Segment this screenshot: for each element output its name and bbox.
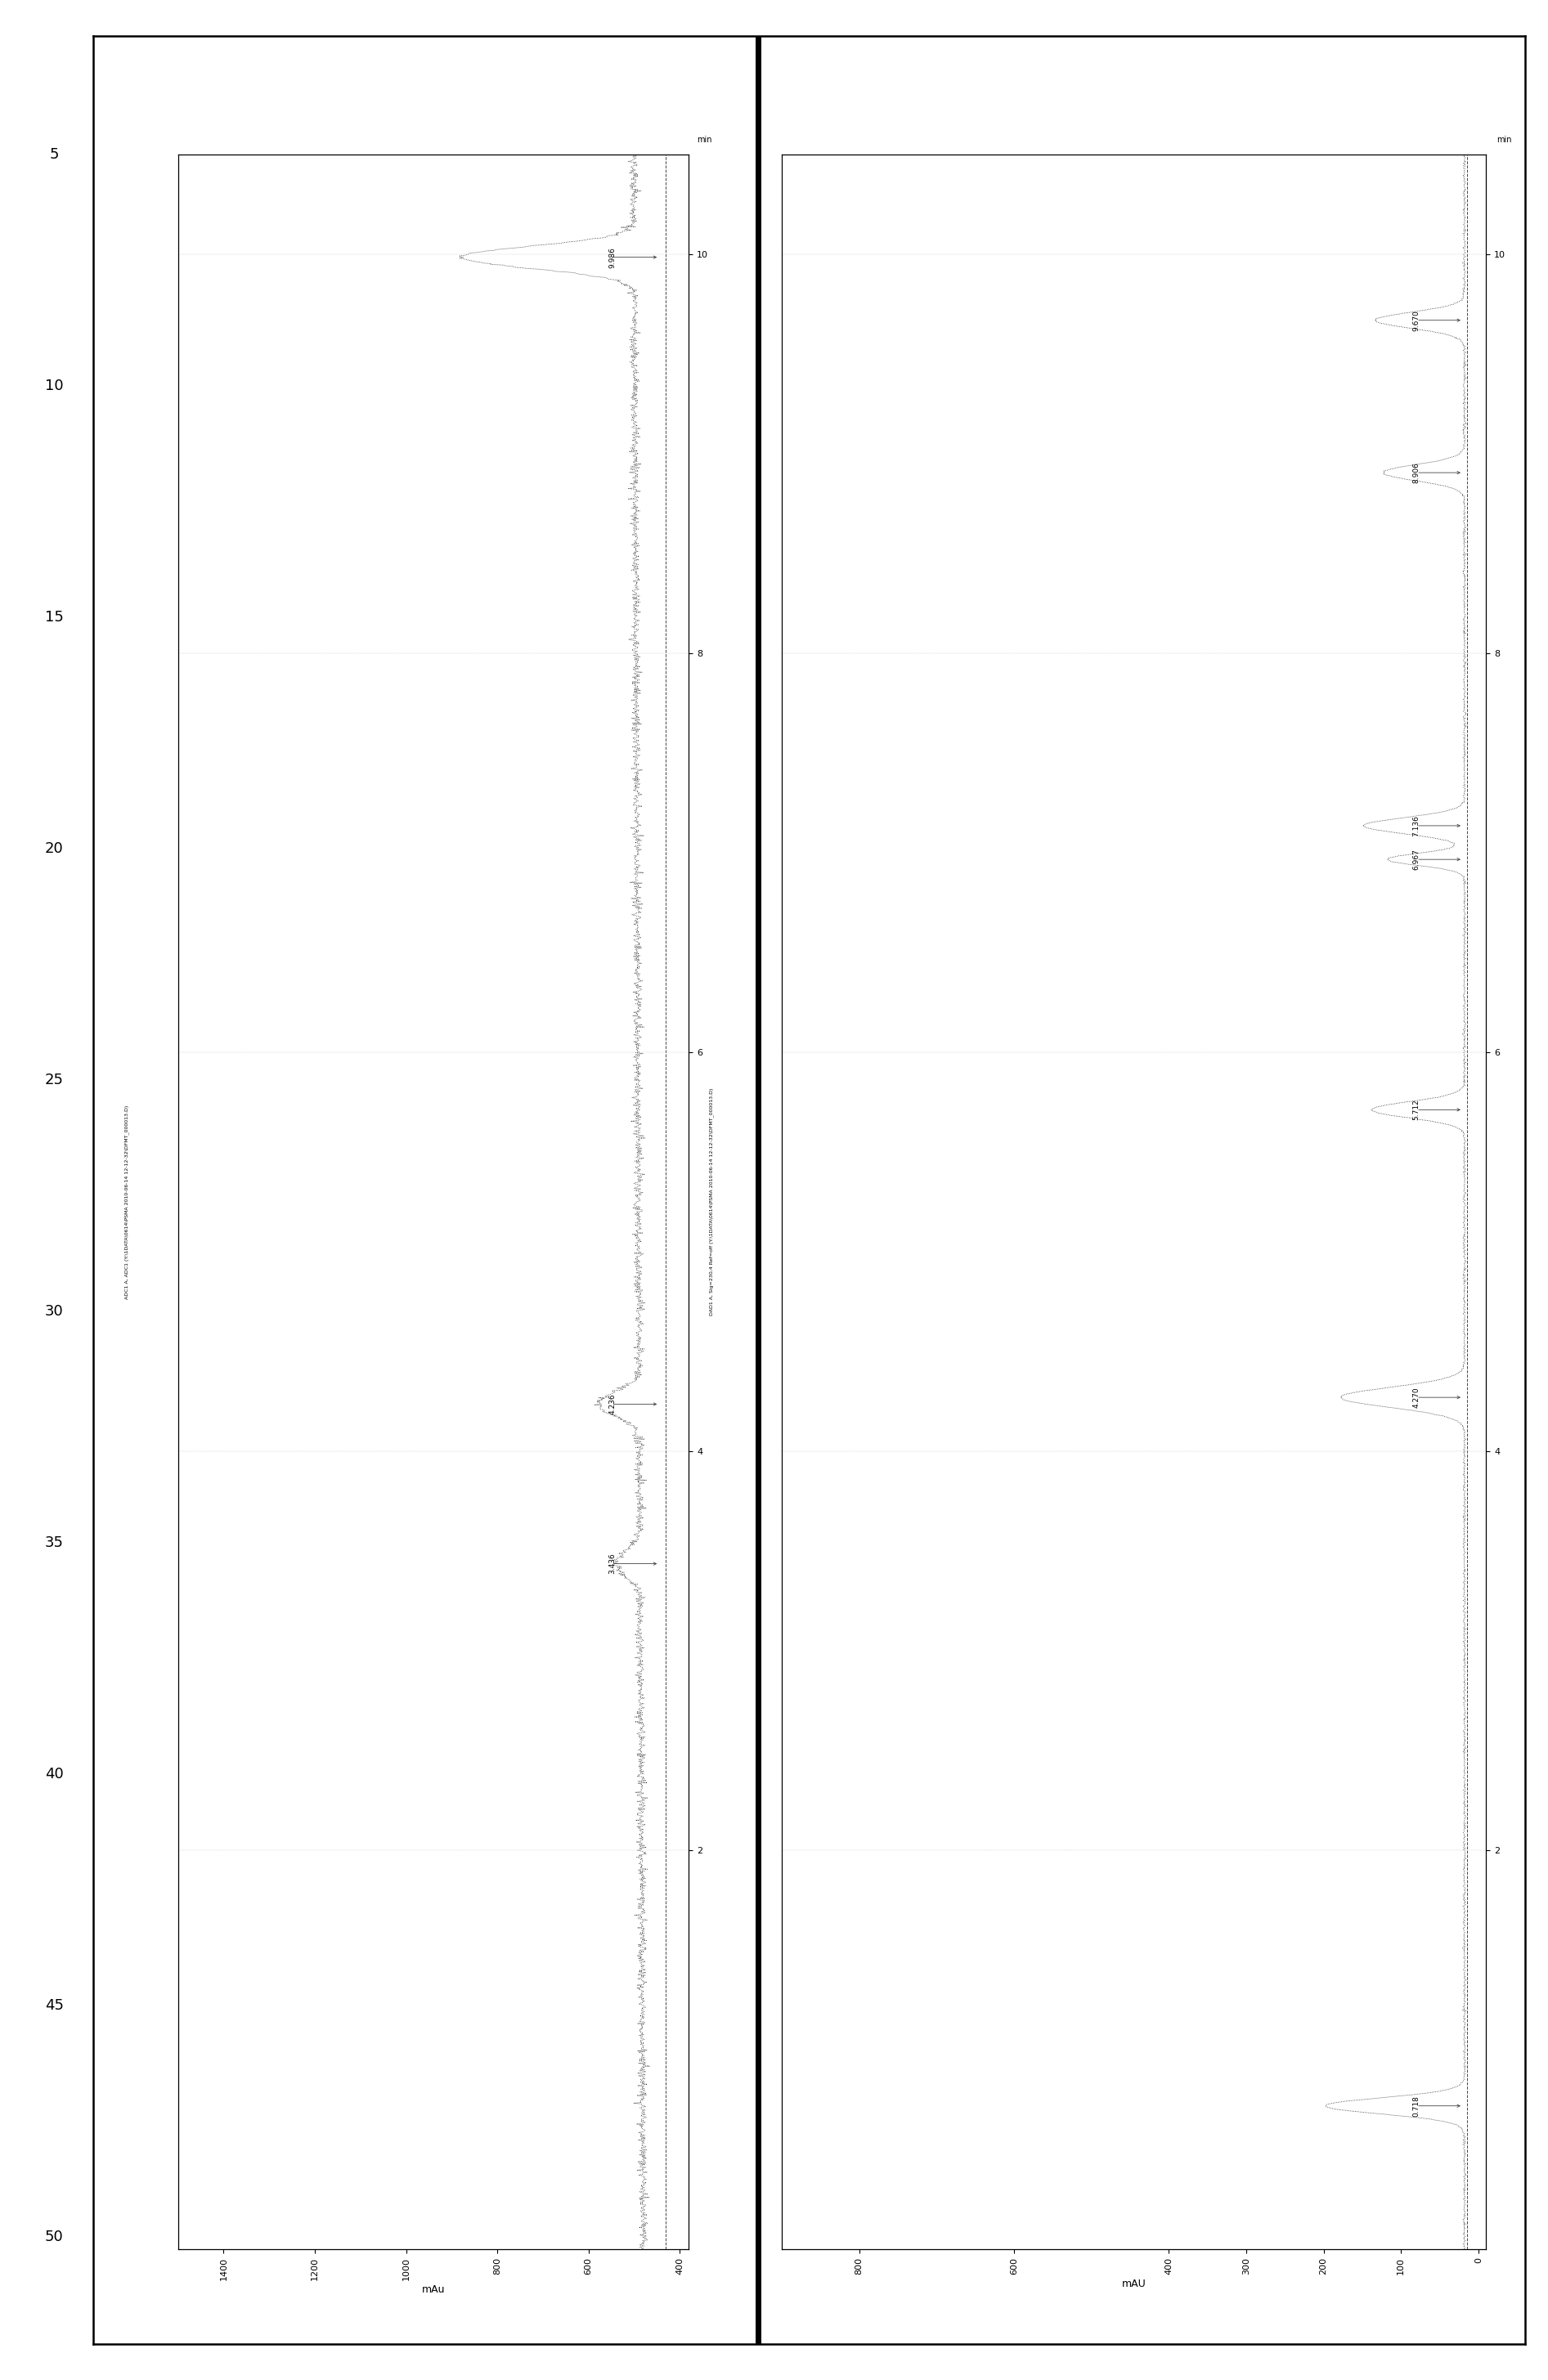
Text: 3.436: 3.436 xyxy=(608,1554,616,1573)
Text: 7.136: 7.136 xyxy=(1413,814,1420,835)
Text: 6.967: 6.967 xyxy=(1413,850,1420,871)
Text: 25: 25 xyxy=(45,1073,63,1088)
Text: 30: 30 xyxy=(45,1304,63,1319)
Text: 5.712: 5.712 xyxy=(1413,1100,1420,1121)
Text: 5: 5 xyxy=(50,148,59,162)
Text: 40: 40 xyxy=(45,1766,63,1783)
Text: 9.986: 9.986 xyxy=(608,248,616,269)
Text: 35: 35 xyxy=(45,1535,63,1549)
Text: min: min xyxy=(1497,136,1512,145)
Text: 4.270: 4.270 xyxy=(1413,1388,1420,1409)
Text: 15: 15 xyxy=(45,609,63,626)
Text: 0.718: 0.718 xyxy=(1413,2094,1420,2116)
Text: 4.236: 4.236 xyxy=(608,1395,616,1414)
X-axis label: mAu: mAu xyxy=(421,2285,446,2294)
Text: 10: 10 xyxy=(45,378,63,393)
Text: 9.670: 9.670 xyxy=(1413,309,1420,331)
Text: 50: 50 xyxy=(45,2230,63,2244)
X-axis label: mAU: mAU xyxy=(1122,2280,1146,2290)
Text: min: min xyxy=(697,136,712,145)
Text: 20: 20 xyxy=(45,843,63,857)
Text: 8.906: 8.906 xyxy=(1413,462,1420,483)
Text: ADC1 A, ADC1 (Y:\1DATA\0614\PSMA 2010-06-14 12-12-32\DFMT_000013.D): ADC1 A, ADC1 (Y:\1DATA\0614\PSMA 2010-06… xyxy=(124,1104,130,1299)
Text: 45: 45 xyxy=(45,1999,63,2013)
Text: DAD1 A, Sig=230,4 Ref=off (Y:\1DATA\0614\PSMA 2010-06-14 12-12-32\DFMT_000013.D): DAD1 A, Sig=230,4 Ref=off (Y:\1DATA\0614… xyxy=(709,1088,714,1316)
